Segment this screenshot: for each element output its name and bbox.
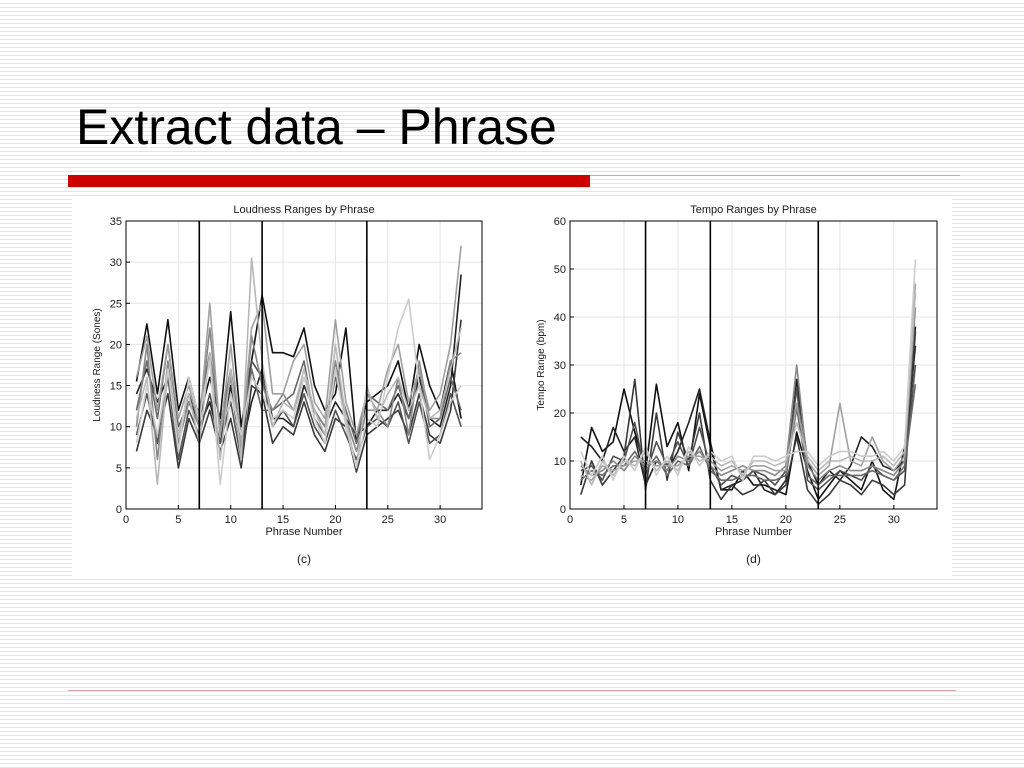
figure-svg: 0 5 10 15 20 25 30 0 5 10 15 20 25 30 35 Loudness Range… [92,204,938,566]
x-tick-label: 5 [621,514,627,526]
y-tick-label: 0 [560,504,566,516]
series-line [135,360,462,461]
x-tick-label: 20 [780,514,792,526]
y-axis-label: Loudness Range (Sones) [92,308,103,421]
series-line [580,259,917,482]
y-tick-label: 10 [110,422,122,434]
chart-title: Loudness Ranges by Phrase [233,204,374,216]
x-tick-label: 30 [888,514,900,526]
y-tick-label: 30 [110,257,122,269]
y-tick-label: 20 [110,339,122,351]
y-axis-label: Tempo Range (bpm) [536,319,547,410]
x-tick-label: 0 [123,514,129,526]
series-line [580,331,917,506]
figure-panel: 0 5 10 15 20 25 30 0 5 10 15 20 25 30 35 Loudness Range… [72,197,952,577]
x-tick-label: 0 [567,514,573,526]
series-line [580,326,917,501]
series-line [135,319,462,473]
y-tick-label: 5 [116,463,122,475]
y-tick-label: 60 [554,216,566,228]
y-tick-label: 40 [554,312,566,324]
x-tick-label: 10 [225,514,237,526]
x-tick-label: 15 [726,514,738,526]
series-line [135,327,462,461]
y-tick-label: 15 [110,381,122,393]
x-tick-label: 25 [834,514,846,526]
series-line [135,245,462,444]
panel-label: (d) [746,552,761,566]
plot-frame [125,220,483,510]
y-tick-label: 50 [554,264,566,276]
x-tick-label: 10 [672,514,684,526]
footer-rule [68,690,956,691]
title-accent-bar [68,175,590,187]
y-tick-label: 25 [110,298,122,310]
chart-tempo: 0 5 10 15 20 25 30 0 10 20 30 40 50 60 Tempo Ranges by… [536,204,938,566]
y-tick-label: 10 [554,456,566,468]
y-tick-label: 35 [110,216,122,228]
x-tick-label: 20 [329,514,341,526]
x-tick-label: 30 [434,514,446,526]
series-line [580,283,917,482]
chart-loudness: 0 5 10 15 20 25 30 0 5 10 15 20 25 30 35 Loudness Range… [92,204,483,566]
y-tick-label: 30 [554,360,566,372]
x-tick-label: 15 [277,514,289,526]
series-line [135,298,462,486]
y-tick-label: 20 [554,408,566,420]
series-line [580,384,917,486]
x-tick-label: 25 [382,514,394,526]
series-line [135,257,462,486]
panel-label: (c) [297,552,311,566]
slide-title: Extract data – Phrase [76,99,557,155]
x-axis-label: Phrase Number [265,526,342,538]
chart-title: Tempo Ranges by Phrase [690,204,817,216]
x-axis-label: Phrase Number [715,526,792,538]
y-tick-label: 0 [116,504,122,516]
series-line [580,364,917,491]
x-tick-label: 5 [175,514,181,526]
title-rule [590,175,960,176]
